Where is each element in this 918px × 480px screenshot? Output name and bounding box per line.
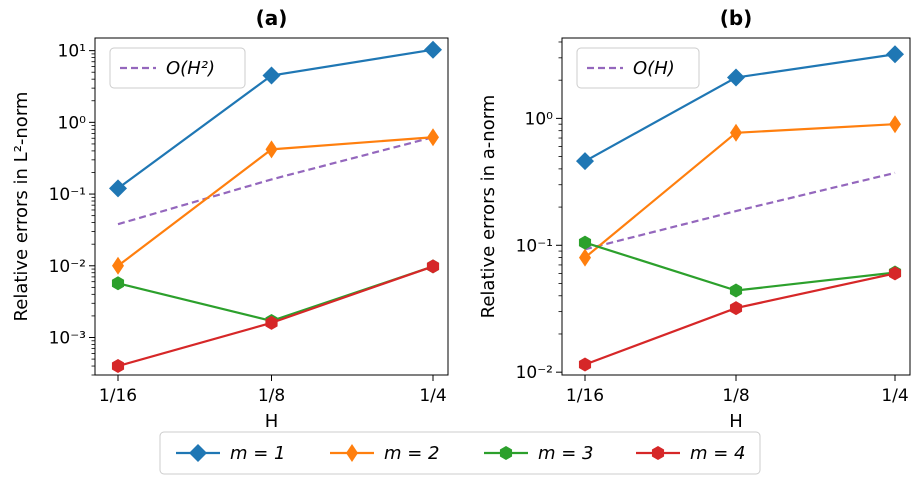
series-1 [109, 40, 442, 198]
legend-entry-3: m = 3 [484, 443, 594, 464]
y-axis-label: Relative errors in L²-norm [11, 92, 32, 322]
data-point [727, 68, 745, 87]
panel-a: 10⁻³ 10⁻² 10⁻¹ 10⁰ 10¹ 1/16 1/8 1/4 (a) H Relative… [11, 6, 449, 432]
data-point [729, 283, 743, 298]
series-3 [578, 235, 902, 298]
legend-box [159, 431, 761, 475]
y-tick-label: 10⁻² [49, 257, 86, 277]
data-point [111, 359, 125, 374]
reference-legend: O(H²) [109, 47, 246, 89]
series-4 [578, 266, 902, 372]
series-1 [576, 45, 904, 171]
legend-label: m = 1 [230, 443, 286, 464]
data-point [426, 259, 440, 274]
legend-swatch-marker [499, 446, 513, 460]
legend-swatch-marker [651, 446, 665, 460]
data-point [265, 140, 278, 159]
legend-entry-4: m = 4 [636, 443, 746, 464]
plot-frame [561, 37, 911, 376]
data-point [729, 301, 743, 316]
reference-legend-label: O(H²) [166, 58, 215, 79]
x-tick-label: 1/16 [99, 386, 137, 406]
data-point [109, 179, 127, 198]
data-point [578, 235, 592, 250]
y-tick-label: 10⁻³ [49, 329, 86, 349]
data-point [730, 123, 742, 142]
y-tick-label: 10⁰ [58, 113, 87, 133]
x-axis-label: H [729, 411, 743, 432]
data-point [576, 152, 594, 171]
legend-entry-2: m = 2 [330, 443, 440, 464]
data-point [889, 115, 901, 134]
reference-legend-box [109, 47, 246, 89]
data-point [886, 45, 904, 64]
x-tick-label: 1/4 [881, 386, 908, 406]
y-tick-label: 10⁻¹ [516, 236, 553, 256]
x-tick-label: 1/16 [566, 386, 604, 406]
y-tick-label: 10⁻¹ [49, 185, 86, 205]
series-2 [579, 115, 901, 267]
data-point [424, 40, 442, 59]
legend-swatch-marker [346, 444, 358, 462]
x-tick-label: 1/8 [722, 386, 749, 406]
series-2 [112, 128, 439, 275]
data-point [427, 128, 439, 147]
x-axis-label: H [265, 411, 279, 432]
series-line [117, 136, 434, 267]
series-3 [111, 259, 440, 328]
series-4 [111, 259, 440, 374]
legend-entry-1: m = 1 [176, 443, 286, 464]
reference-legend-box [576, 47, 700, 89]
y-tick-label: 10⁰ [525, 109, 554, 129]
legend-label: m = 3 [538, 443, 594, 464]
x-tick-label: 1/8 [258, 386, 285, 406]
reference-line [584, 171, 896, 251]
panel-title: (b) [720, 6, 753, 30]
series-line [117, 265, 434, 323]
bottom-legend: m = 1 m = 2 m = 3 m = 4 [159, 431, 761, 475]
y-axis-label: Relative errors in a-norm [478, 95, 499, 319]
data-point [112, 256, 124, 275]
plot-frame [94, 37, 449, 376]
reference-legend-label: O(H) [633, 58, 675, 79]
panel-b: 10⁻² 10⁻¹ 10⁰ 1/16 1/8 1/4 (b) H Relative errors… [478, 6, 911, 432]
y-tick-label: 10⁻² [516, 363, 553, 383]
reference-legend: O(H) [576, 47, 700, 89]
data-point [111, 276, 125, 291]
panel-title: (a) [256, 6, 288, 30]
x-tick-label: 1/4 [419, 386, 446, 406]
reference-line [117, 136, 434, 226]
data-point [262, 66, 281, 85]
legend-label: m = 2 [384, 443, 440, 464]
y-tick-label: 10¹ [58, 42, 86, 62]
data-point [265, 315, 278, 330]
data-point [578, 357, 592, 372]
data-point [579, 248, 591, 267]
legend-label: m = 4 [690, 443, 746, 464]
data-point [888, 266, 902, 281]
legend-swatch-marker [189, 444, 207, 462]
